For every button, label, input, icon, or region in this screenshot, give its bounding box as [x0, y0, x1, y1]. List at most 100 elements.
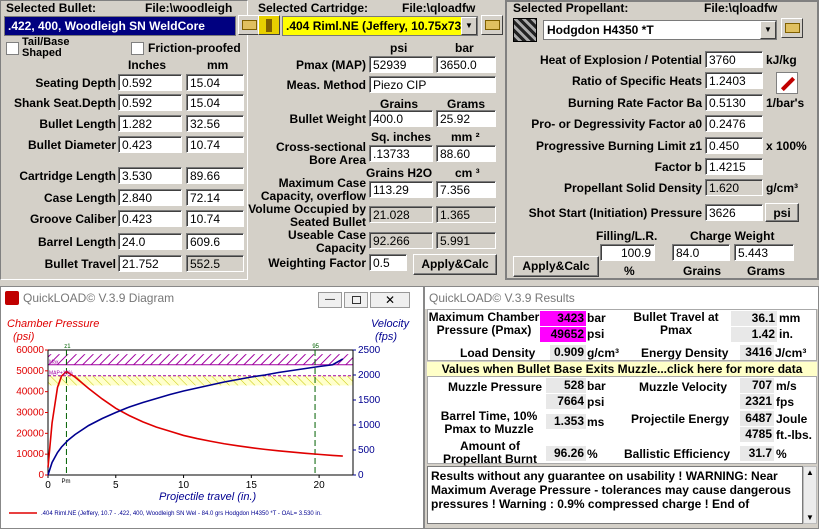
bore-area-sqin-field[interactable]: .13733 — [369, 145, 433, 162]
grams-unit-label: Grams — [747, 264, 786, 278]
muzzle-velocity-ms: 707 — [740, 378, 774, 393]
propellant-burnt-unit: % — [587, 447, 598, 461]
bullet-row-mm-field[interactable]: 32.56 — [186, 115, 244, 132]
bullet-row-inches-field[interactable]: 2.840 — [118, 189, 182, 206]
travel-mm-value: 36.1 — [731, 311, 777, 326]
pmax-psi-field[interactable]: 52939 — [369, 56, 433, 73]
cartridge-folder-button[interactable] — [481, 15, 503, 35]
selected-bullet-label: Selected Bullet: — [6, 1, 97, 15]
propellant-row-field[interactable]: 1.620 — [705, 179, 763, 196]
x-tick-label: 20 — [314, 480, 326, 491]
bullet-row-label: Shank Seat.Depth — [13, 96, 116, 110]
cartridge-apply-calc-button[interactable]: Apply&Calc — [413, 254, 497, 275]
tail-shaped-checkbox[interactable] — [6, 42, 19, 55]
selected-propellant-label: Selected Propellant: — [513, 1, 629, 15]
travel-in-unit: in. — [779, 327, 793, 341]
propellant-burnt-label: Amount of Propellant Burnt — [442, 439, 537, 466]
cartridge-select[interactable]: .404 Riml.NE (Jeffery, 10.75x73) — [282, 16, 478, 36]
charge-grams-field[interactable]: 5.443 — [734, 244, 794, 261]
edit-propellant-icon[interactable] — [776, 72, 798, 94]
muzzle-pressure-bar-unit: bar — [587, 379, 606, 393]
results-title-bar[interactable]: QuickLOAD© V.3.9 Results — [425, 287, 818, 309]
muzzle-data-header[interactable]: Values when Bullet Base Exits Muzzle...c… — [427, 362, 817, 376]
mm-column-header: mm — [207, 58, 229, 72]
bullet-row-mm-field[interactable]: 15.04 — [186, 74, 244, 91]
bullet-row-inches-field[interactable]: 0.592 — [118, 94, 182, 111]
bullet-row-mm-field[interactable]: 10.74 — [186, 210, 244, 227]
pmax-bar-field[interactable]: 3650.0 — [436, 56, 496, 73]
chevron-down-icon: ▼ — [465, 21, 473, 30]
muzzle-velocity-fps-unit: fps — [776, 395, 794, 409]
case-capacity-grains-field[interactable]: 113.29 — [369, 181, 433, 198]
propellant-row-field[interactable]: 1.4215 — [705, 158, 763, 175]
bullet-row-mm-field[interactable]: 609.6 — [186, 233, 244, 250]
message-scrollbar[interactable]: ▲ ▼ — [803, 466, 817, 524]
close-button[interactable]: ✕ — [370, 292, 410, 308]
folder-icon — [785, 23, 800, 33]
propellant-row-field[interactable]: 0.5130 — [705, 94, 763, 111]
diagram-footer: .404 Riml.NE (Jeffery, 10.7 - .422, 400,… — [41, 511, 322, 517]
propellant-row-field[interactable]: 3626 — [705, 204, 763, 221]
y-left-tick-label: 20000 — [16, 428, 44, 439]
x-tick-label: 15 — [246, 480, 258, 491]
propellant-row-field[interactable]: 0.2476 — [705, 115, 763, 132]
meas-method-field[interactable]: Piezo CIP — [369, 76, 496, 93]
bore-area-label: Cross-sectional Bore Area — [275, 140, 366, 167]
propellant-dropdown-button[interactable]: ▼ — [760, 21, 776, 39]
pressure-velocity-chart: Chamber Pressure (psi) Velocity (fps) Pr… — [7, 318, 411, 517]
muzzle-pressure-bar: 528 — [546, 378, 586, 393]
propellant-panel — [505, 0, 819, 280]
weighting-factor-field[interactable]: 0.5 — [369, 254, 407, 271]
map-psi-value: 49652 — [540, 327, 586, 342]
bullet-row-inches-field[interactable]: 0.423 — [118, 136, 182, 153]
bullet-row-inches-field[interactable]: 0.423 — [118, 210, 182, 227]
muzzle-pressure-psi-unit: psi — [587, 395, 605, 409]
propellant-row-label: Shot Start (Initiation) Pressure — [528, 206, 702, 220]
bullet-weight-grains-field[interactable]: 400.0 — [369, 110, 433, 127]
propellant-row-field[interactable]: 0.450 — [705, 137, 763, 154]
energy-density-label: Energy Density — [641, 346, 729, 360]
bullet-panel — [0, 0, 248, 280]
shot-start-unit-button[interactable]: psi — [765, 203, 799, 222]
propellant-grain-icon[interactable] — [513, 18, 537, 42]
bullet-row-inches-field[interactable]: 24.0 — [118, 233, 182, 250]
bullet-row-inches-field[interactable]: 1.282 — [118, 115, 182, 132]
maximize-button[interactable] — [344, 292, 368, 308]
bore-area-mm2-field[interactable]: 88.60 — [436, 145, 496, 162]
bullet-row-mm-field[interactable]: 89.66 — [186, 167, 244, 184]
propellant-folder-button[interactable] — [781, 18, 803, 38]
propellant-apply-calc-button[interactable]: Apply&Calc — [513, 256, 599, 277]
propellant-select[interactable]: Hodgdon H4350 *T — [543, 20, 777, 40]
minimize-button[interactable]: — — [318, 292, 342, 308]
load-density-unit: g/cm³ — [587, 346, 620, 360]
results-title: QuickLOAD© V.3.9 Results — [429, 291, 575, 305]
barrel-time-value: 1.353 — [546, 414, 586, 429]
barrel-time-unit: ms — [587, 415, 605, 429]
propellant-select-value: Hodgdon H4350 *T — [547, 23, 654, 37]
bullet-row-inches-field[interactable]: 0.592 — [118, 74, 182, 91]
diagram-title-bar[interactable]: QuickLOAD© V.3.9 Diagram — [1, 287, 423, 309]
map-psi-unit: psi — [587, 327, 605, 341]
case-capacity-cm3-field[interactable]: 7.356 — [436, 181, 496, 198]
bullet-row-inches-field[interactable]: 21.752 — [118, 255, 182, 272]
charge-grains-field[interactable]: 84.0 — [672, 244, 730, 261]
bullet-row-mm-field[interactable]: 10.74 — [186, 136, 244, 153]
bullet-row-mm-field[interactable]: 15.04 — [186, 94, 244, 111]
bullet-row-mm-field[interactable]: 72.14 — [186, 189, 244, 206]
propellant-row-field[interactable]: 1.2403 — [705, 72, 763, 89]
propellant-row-unit: x 100% — [766, 139, 807, 153]
bullet-select[interactable]: .422, 400, Woodleigh SN WeldCore — [4, 16, 236, 36]
bullet-weight-grams-field[interactable]: 25.92 — [436, 110, 496, 127]
friction-proofed-checkbox[interactable] — [131, 42, 144, 55]
cartridge-icon-button[interactable] — [258, 15, 280, 35]
velocity-series-line — [47, 358, 344, 476]
pencil-icon — [780, 76, 796, 92]
muzzle-velocity-fps: 2321 — [740, 394, 774, 409]
bullet-row-inches-field[interactable]: 3.530 — [118, 167, 182, 184]
propellant-row-unit: kJ/kg — [766, 53, 797, 67]
useable-capacity-label: Useable Case Capacity — [287, 228, 366, 255]
cartridge-dropdown-button[interactable]: ▼ — [461, 17, 477, 35]
bullet-row-label: Cartridge Length — [19, 169, 116, 183]
bullet-folder-button[interactable] — [238, 15, 260, 35]
propellant-row-field[interactable]: 3760 — [705, 51, 763, 68]
